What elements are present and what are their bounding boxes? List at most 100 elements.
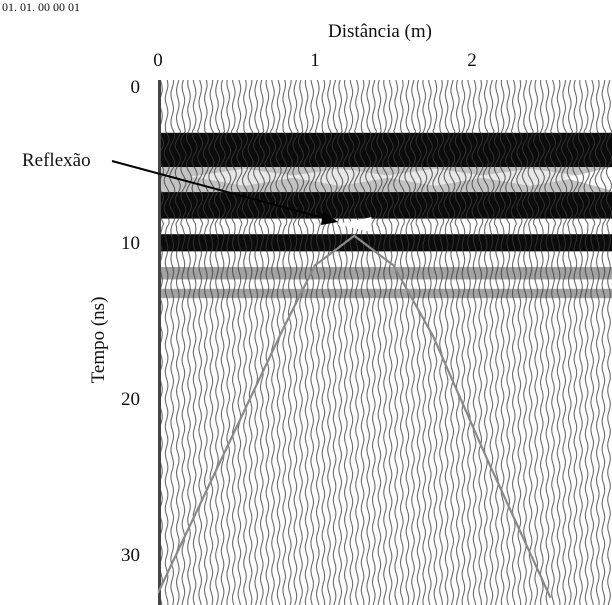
trace [213, 80, 221, 605]
band-reflector-dark [158, 234, 612, 252]
y-axis-title: Tempo (ns) [88, 297, 109, 384]
plot-edge [158, 80, 161, 605]
trace [493, 80, 501, 605]
trace [247, 80, 254, 605]
y-tick-label: 0 [131, 77, 141, 98]
trace [337, 80, 344, 605]
trace [426, 80, 433, 605]
trace [281, 80, 288, 605]
trace [449, 80, 456, 605]
trace [516, 80, 523, 605]
trace [465, 80, 473, 605]
trace [381, 80, 389, 605]
trace [460, 80, 467, 605]
trace [185, 80, 193, 605]
trace [219, 80, 226, 605]
trace-field [158, 80, 612, 605]
trace [443, 80, 450, 605]
trace [409, 80, 417, 605]
trace [275, 80, 282, 605]
trace [236, 80, 243, 605]
annotation-label: Reflexão [22, 150, 91, 171]
trace [589, 80, 596, 605]
trace [477, 80, 484, 605]
trace [342, 80, 349, 605]
trace [577, 80, 585, 605]
saturation-patch [565, 167, 612, 191]
band-direct-wave-dark [158, 192, 612, 219]
trace [454, 80, 461, 605]
trace [376, 80, 383, 605]
trace [404, 80, 411, 605]
x-tick-labels: 0 1 2 [153, 50, 477, 71]
trace [527, 80, 534, 605]
trace [365, 80, 372, 605]
trace [264, 80, 271, 605]
trace [594, 80, 601, 605]
trace [572, 80, 579, 605]
direct-wave-highlight [285, 168, 395, 186]
header-fragment: 01. 01. 00 00 01 [2, 0, 80, 14]
trace [292, 80, 299, 605]
direct-wave-highlight [190, 168, 300, 186]
reflection-hyperbola [158, 234, 552, 599]
trace [325, 80, 333, 605]
trace [202, 80, 209, 605]
reflection-tip [336, 217, 372, 233]
trace [505, 80, 512, 605]
x-tick-label: 1 [310, 50, 320, 71]
trace [241, 80, 249, 605]
trace [258, 80, 265, 605]
trace [605, 80, 612, 605]
y-tick-label: 30 [121, 545, 140, 566]
trace [331, 80, 338, 605]
trace [353, 80, 361, 605]
trace [583, 80, 590, 605]
annotation-reflexao: Reflexão [22, 150, 338, 225]
trace [415, 80, 422, 605]
trace [320, 80, 327, 605]
trace [561, 80, 568, 605]
trace [370, 80, 377, 605]
trace [544, 80, 551, 605]
trace [348, 80, 355, 605]
trace [421, 80, 428, 605]
trace [163, 80, 170, 605]
trace [197, 80, 204, 605]
trace [482, 80, 489, 605]
trace [538, 80, 545, 605]
trace [359, 80, 366, 605]
trace [521, 80, 529, 605]
trace [549, 80, 557, 605]
trace [437, 80, 445, 605]
trace [169, 80, 176, 605]
trace [297, 80, 305, 605]
y-tick-label: 20 [121, 389, 140, 410]
annotation-arrow [111, 160, 332, 221]
trace [174, 80, 181, 605]
x-tick-label: 2 [467, 50, 477, 71]
trace [253, 80, 260, 605]
trace [387, 80, 394, 605]
trace [566, 80, 573, 605]
trace [555, 80, 562, 605]
trace [471, 80, 478, 605]
trace [314, 80, 321, 605]
trace [286, 80, 293, 605]
trace [230, 80, 237, 605]
trace [398, 80, 405, 605]
trace [208, 80, 215, 605]
x-axis-title: Distância (m) [328, 21, 432, 42]
plot-area [158, 80, 612, 605]
trace [309, 80, 316, 605]
trace [600, 80, 607, 605]
trace [180, 80, 187, 605]
trace [225, 80, 232, 605]
trace [303, 80, 310, 605]
trace [488, 80, 495, 605]
trace [393, 80, 400, 605]
y-tick-label: 10 [121, 233, 140, 254]
trace [499, 80, 506, 605]
annotation-arrowhead [321, 211, 338, 225]
